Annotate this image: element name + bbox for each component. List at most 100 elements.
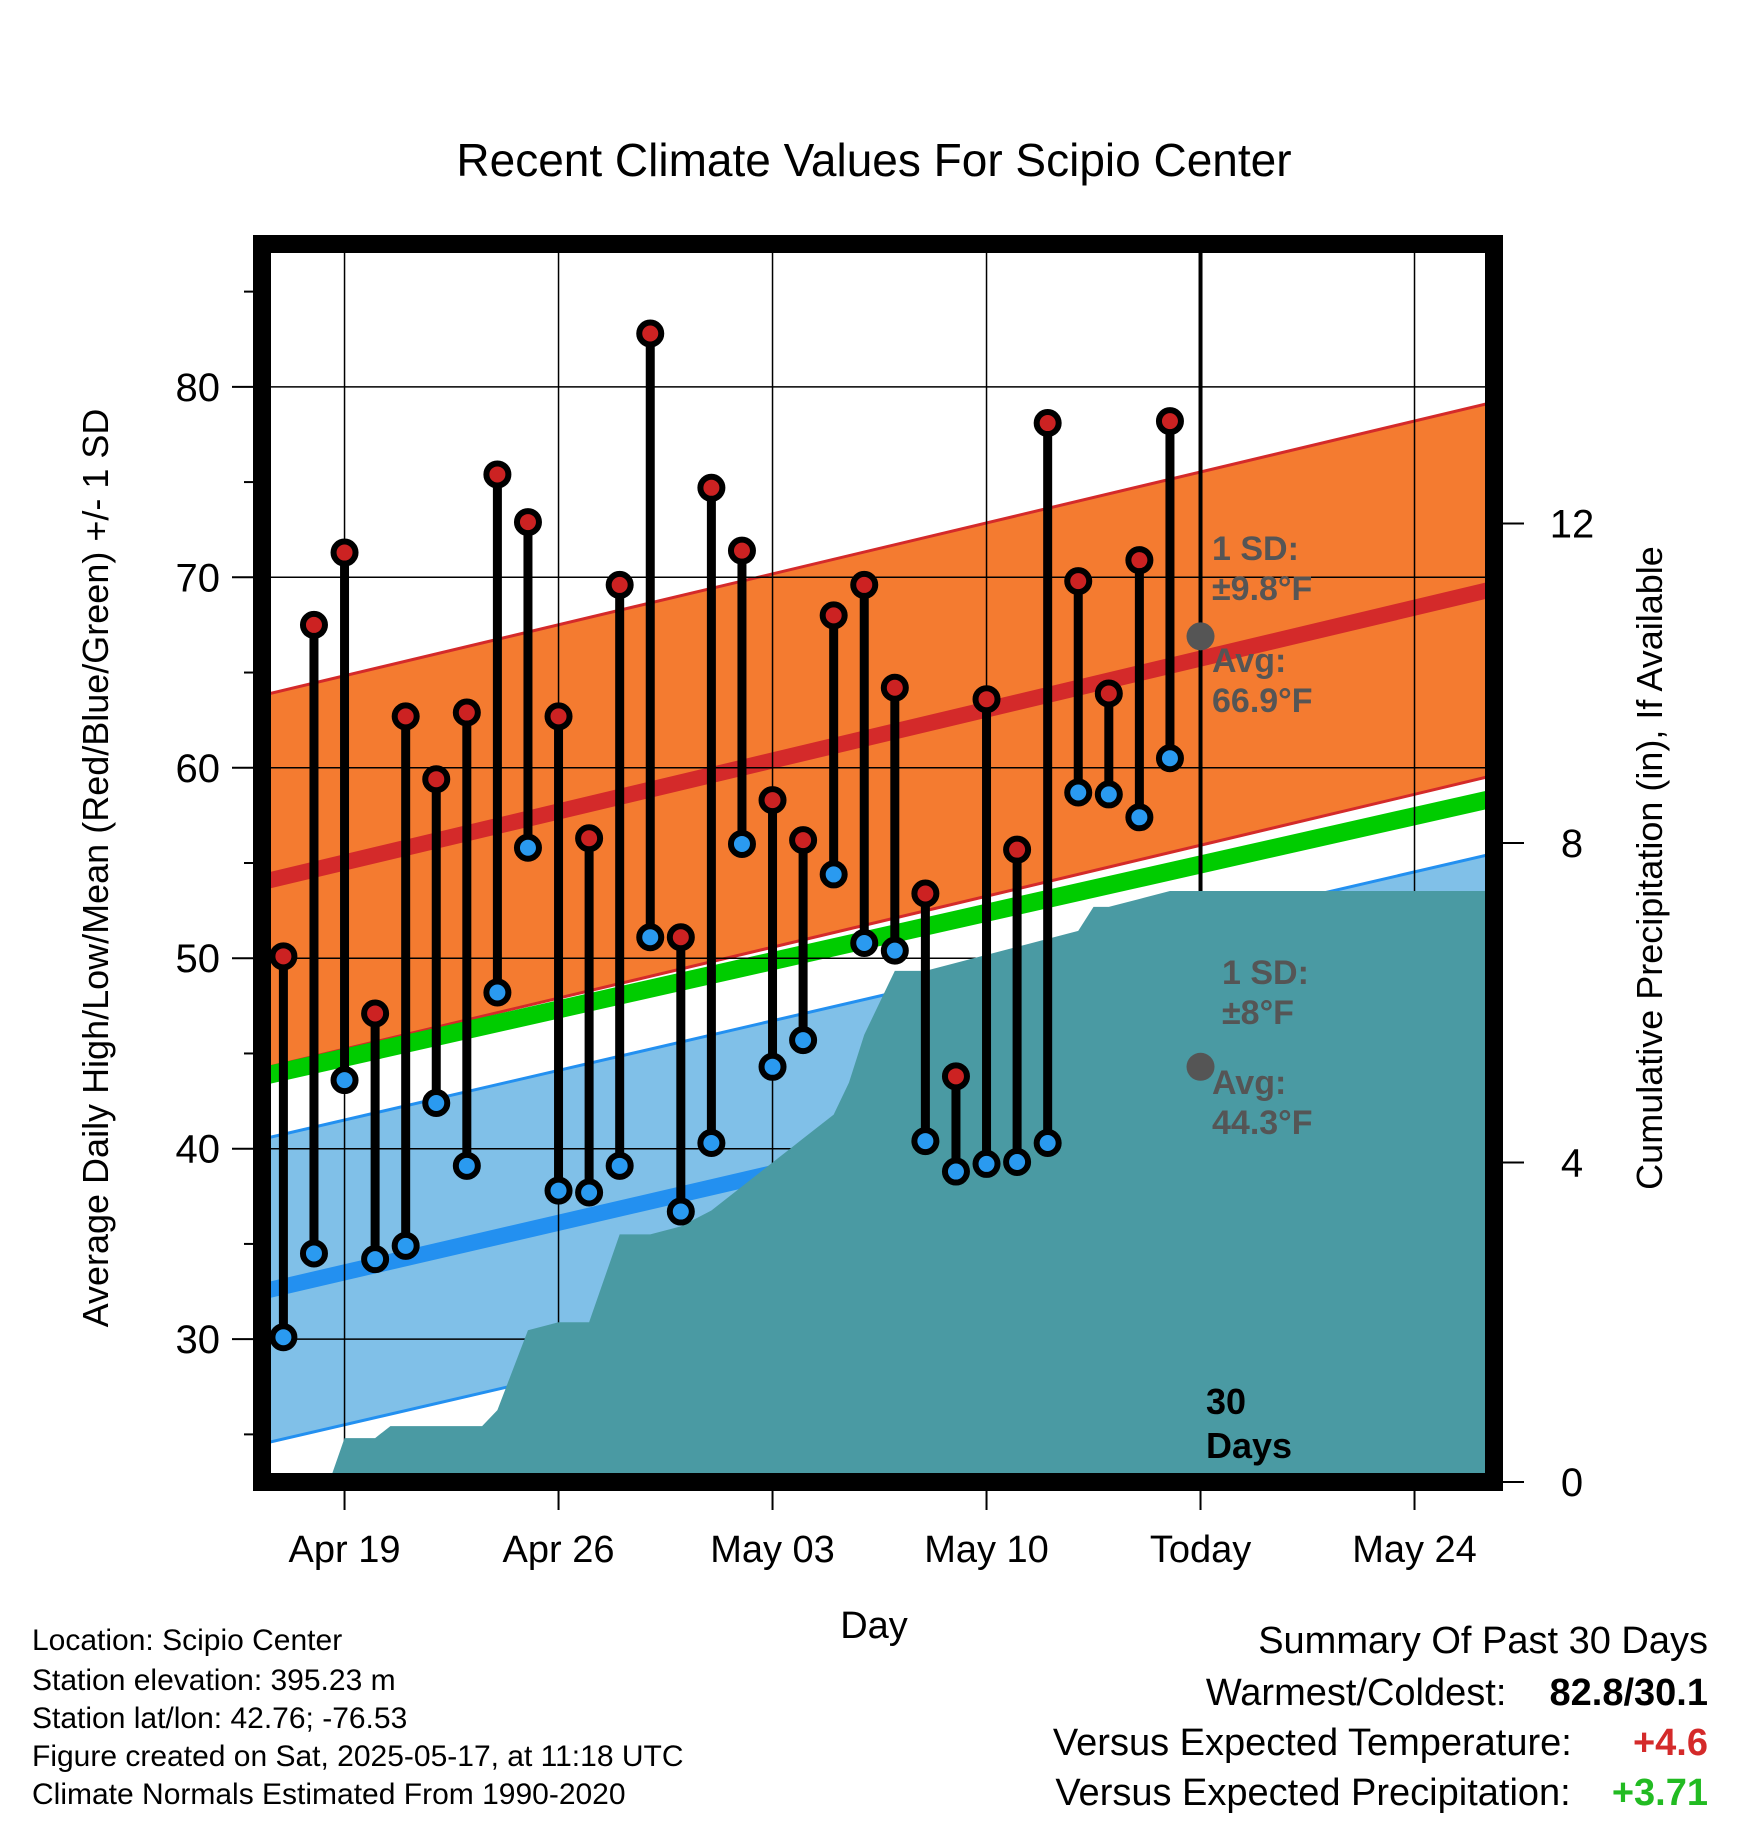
y2-tick-label: 8 [1561, 822, 1583, 866]
low-point [575, 1178, 604, 1207]
low-point [422, 1088, 451, 1117]
low-point [880, 936, 909, 965]
high-point [1064, 567, 1093, 596]
high-point [361, 999, 390, 1028]
high-point [911, 879, 940, 908]
precipitation-layer [329, 890, 1494, 1482]
low-sd-label: 1 SD: [1222, 954, 1309, 992]
high-point [789, 826, 818, 855]
high-sd-label: 1 SD: [1212, 530, 1299, 568]
low-point [697, 1128, 726, 1157]
low-point [850, 928, 879, 957]
normal-high-upper-edge [262, 400, 1494, 697]
y2-tick-label: 12 [1550, 503, 1595, 547]
low-point [299, 1239, 328, 1268]
low-sd-value: ±8°F [1222, 994, 1294, 1032]
y-tick-label: 60 [176, 747, 221, 791]
high-point [1003, 835, 1032, 864]
x-tick-label: May 10 [924, 1529, 1049, 1571]
low-point [605, 1151, 634, 1180]
elevation-info: Station elevation: 395.23 m Station lat/… [32, 1662, 684, 1814]
temp-value: +4.6 [1632, 1722, 1708, 1764]
high-sd-value: ±9.8°F [1212, 570, 1312, 608]
low-point [666, 1197, 695, 1226]
y-tick-label: 40 [176, 1128, 221, 1172]
high-point [575, 824, 604, 853]
elevation-text: Station elevation: 395.23 m [32, 1664, 396, 1697]
low-point [330, 1066, 359, 1095]
x-tick-label: Apr 26 [503, 1529, 615, 1571]
location-info: Location: Scipio Center [32, 1622, 342, 1660]
low-point [972, 1149, 1001, 1178]
y-tick-label: 80 [176, 366, 221, 410]
high-point [1125, 546, 1154, 575]
high-point [452, 698, 481, 727]
days-label: Days [1206, 1425, 1292, 1466]
high-point [605, 570, 634, 599]
days-count: 30 [1206, 1381, 1246, 1422]
precip-value: +3.71 [1611, 1772, 1708, 1814]
x-tick-label: May 03 [710, 1529, 835, 1571]
precip-label: Versus Expected Precipitation: [1055, 1772, 1571, 1814]
summary-precip-row: Versus Expected Precipitation: +3.71 [1055, 1772, 1708, 1815]
high-point [1155, 407, 1184, 436]
low-annotation: 1 SD: ±8°F Avg: 44.3°F [1212, 954, 1313, 1142]
y2-tick-label: 0 [1561, 1461, 1583, 1505]
high-point [819, 601, 848, 630]
axes: Apr 19 Apr 26 May 03 May 10 Today May 2430405… [176, 290, 1595, 1571]
high-point [972, 685, 1001, 714]
days-annotation: 30 Days [1206, 1381, 1292, 1466]
created-text: Figure created on Sat, 2025-05-17, at 11… [32, 1740, 684, 1773]
y2-axis-label: Cumulative Precipitation (in), If Availa… [1629, 546, 1670, 1190]
x-tick-label: Today [1150, 1529, 1251, 1571]
high-point [697, 473, 726, 502]
y-tick-label: 70 [176, 556, 221, 600]
low-point [513, 833, 542, 862]
low-point [361, 1245, 390, 1274]
low-point [269, 1323, 298, 1352]
normals-text: Climate Normals Estimated From 1990-2020 [32, 1778, 626, 1811]
low-point [1033, 1128, 1062, 1157]
high-point [941, 1062, 970, 1091]
low-avg-value: 44.3°F [1212, 1104, 1313, 1142]
x-tick-label: Apr 19 [289, 1529, 401, 1571]
high-point [636, 319, 665, 348]
y-tick-label: 30 [176, 1318, 221, 1362]
low-point [391, 1231, 420, 1260]
low-point [1003, 1148, 1032, 1177]
warmest-label: Warmest/Coldest: [1205, 1672, 1507, 1714]
temp-label: Versus Expected Temperature: [1052, 1722, 1572, 1764]
summary-heading: Summary Of Past 30 Days [1258, 1620, 1708, 1662]
high-annotation: 1 SD: ±9.8°F Avg: 66.9°F [1212, 530, 1313, 720]
high-point [391, 702, 420, 731]
high-point [666, 923, 695, 952]
summary-warmest-row: Warmest/Coldest: 82.8/30.1 [1206, 1672, 1708, 1715]
low-point [544, 1176, 573, 1205]
precip-area [329, 890, 1494, 1482]
low-point [727, 829, 756, 858]
high-avg-value: 66.9°F [1212, 682, 1313, 720]
high-point [727, 536, 756, 565]
low-point [1125, 803, 1154, 832]
low-point [1155, 744, 1184, 773]
warmest-value: 82.8/30.1 [1549, 1672, 1708, 1714]
low-point [1094, 780, 1123, 809]
high-point [758, 786, 787, 815]
high-point [880, 673, 909, 702]
low-avg-label: Avg: [1212, 1064, 1286, 1102]
high-point [269, 942, 298, 971]
today-low-normal-point [1186, 1052, 1215, 1081]
low-point [1064, 778, 1093, 807]
low-point [483, 978, 512, 1007]
y-tick-label: 50 [176, 937, 221, 981]
low-point [758, 1052, 787, 1081]
x-axis-label: Day [840, 1605, 908, 1647]
summary-temp-row: Versus Expected Temperature: +4.6 [1053, 1722, 1708, 1765]
y2-tick-label: 4 [1561, 1142, 1583, 1186]
high-point [299, 610, 328, 639]
low-point [819, 860, 848, 889]
plot-frame [253, 235, 1503, 1491]
x-tick-label: May 24 [1352, 1529, 1477, 1571]
location-text: Location: Scipio Center [32, 1624, 343, 1657]
low-point [911, 1127, 940, 1156]
